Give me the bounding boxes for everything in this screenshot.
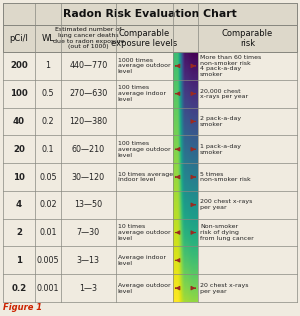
Text: 30—120: 30—120 [72,173,105,181]
Text: 200: 200 [10,61,28,70]
Text: 2 pack-a-day
smoker: 2 pack-a-day smoker [200,116,241,127]
Bar [3,163,297,191]
Text: Comparable
exposure levels: Comparable exposure levels [111,28,177,48]
Text: 100 times
average outdoor
level: 100 times average outdoor level [118,141,170,158]
Bar [3,219,297,246]
Bar [3,80,297,107]
Text: 100: 100 [10,89,28,98]
Text: 0.2: 0.2 [11,284,26,293]
Bar [3,246,297,274]
Text: 440—770: 440—770 [69,61,107,70]
Text: 0.2: 0.2 [42,117,54,126]
Text: 5 times
non-smoker risk: 5 times non-smoker risk [200,172,251,182]
Text: 0.02: 0.02 [39,200,57,209]
Text: Average indoor
level: Average indoor level [118,255,166,266]
Text: 200 chest x-rays
per year: 200 chest x-rays per year [200,199,252,210]
Text: 1000 times
average outdoor
level: 1000 times average outdoor level [118,58,170,74]
Text: 0.5: 0.5 [42,89,54,98]
Text: pCi/l: pCi/l [9,34,28,43]
Text: 0.05: 0.05 [39,173,57,181]
Bar [3,107,297,135]
Text: 3—13: 3—13 [77,256,100,265]
Bar [3,52,297,80]
Text: 0.01: 0.01 [39,228,57,237]
Bar [3,274,297,302]
Bar [3,25,297,52]
Text: WL: WL [41,34,54,43]
Text: 270—630: 270—630 [69,89,107,98]
Text: 20 chest x-rays
per year: 20 chest x-rays per year [200,283,248,294]
Text: 0.005: 0.005 [37,256,59,265]
Text: 7—30: 7—30 [77,228,100,237]
Text: 2: 2 [16,228,22,237]
Text: Non-smoker
risk of dying
from lung cancer: Non-smoker risk of dying from lung cance… [200,224,254,241]
Bar [3,191,297,219]
Text: 1 pack-a-day
smoker: 1 pack-a-day smoker [200,144,241,155]
Text: 100 times
average indoor
level: 100 times average indoor level [118,85,166,102]
Text: 10: 10 [13,173,25,181]
Text: Estimated number of
lung cancer deaths
due to radon exposure
(out of 1000): Estimated number of lung cancer deaths d… [52,27,124,50]
Text: 120—380: 120—380 [69,117,107,126]
Text: 1: 1 [46,61,50,70]
Bar [3,3,297,25]
Text: 20: 20 [13,145,25,154]
Text: More than 60 times
non-smoker risk
4 pack-a-day
smoker: More than 60 times non-smoker risk 4 pac… [200,55,261,77]
Text: Average outdoor
level: Average outdoor level [118,283,170,294]
Text: 1: 1 [16,256,22,265]
Text: 60—210: 60—210 [72,145,105,154]
Text: 1—3: 1—3 [80,284,98,293]
Text: 10 times average
indoor level: 10 times average indoor level [118,172,173,182]
Text: Radon Risk Evaluation Chart: Radon Risk Evaluation Chart [63,9,237,19]
Text: 0.1: 0.1 [42,145,54,154]
Text: 20,000 chest
x-rays per year: 20,000 chest x-rays per year [200,88,248,99]
Text: 10 times
average outdoor
level: 10 times average outdoor level [118,224,170,241]
Text: 4: 4 [16,200,22,209]
Bar [3,135,297,163]
Text: 40: 40 [13,117,25,126]
Text: Comparable
risk: Comparable risk [222,28,273,48]
Text: 0.001: 0.001 [37,284,59,293]
Text: 13—50: 13—50 [74,200,103,209]
Text: Figure 1: Figure 1 [3,303,42,312]
